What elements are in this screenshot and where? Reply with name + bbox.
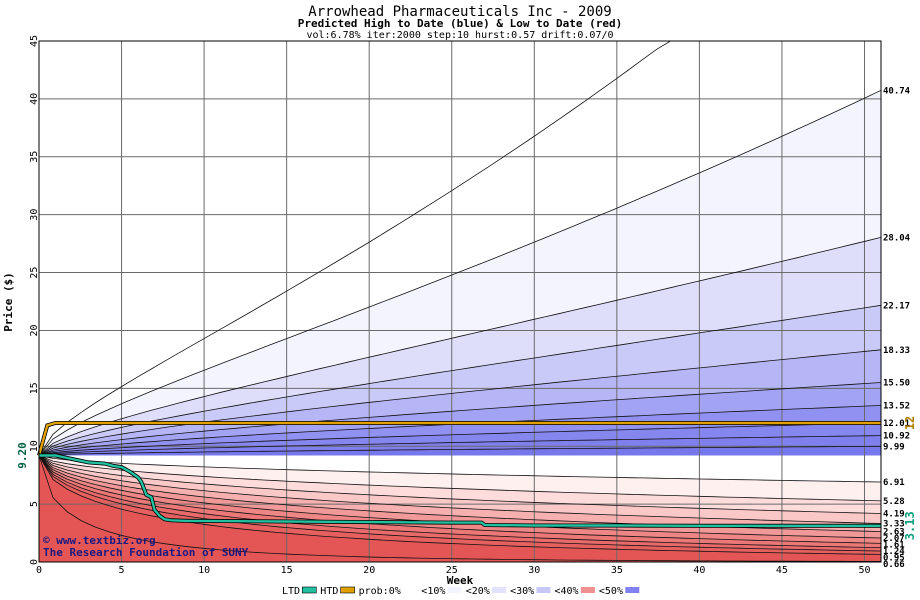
- level-label-18.33: 18.33: [883, 346, 910, 356]
- chart-subtitle: Predicted High to Date (blue) & Low to D…: [298, 17, 623, 30]
- watermark-line-1: © www.textbiz.org: [43, 534, 156, 547]
- legend-label-5: <30%: [510, 586, 534, 597]
- chart-params: vol:6.78% iter:2000 step:10 hurst:0.57 d…: [306, 30, 613, 41]
- level-line-12.01: [38, 422, 882, 456]
- level-line-4.19: [38, 455, 882, 514]
- level-line-28.04: [38, 237, 882, 456]
- legend-swatch-4: [492, 587, 507, 593]
- legend-label-4: <20%: [466, 586, 490, 597]
- x-tick-45: 45: [776, 565, 788, 576]
- level-line-0.95: [38, 455, 882, 552]
- legend-swatch-2: [403, 587, 418, 593]
- grid: [38, 40, 881, 563]
- y-tick-10: 10: [29, 440, 40, 452]
- legend-swatch-5: [536, 587, 551, 593]
- legend-label-0: LTD: [282, 586, 300, 597]
- level-label-6.91: 6.91: [883, 478, 905, 488]
- legend: LTD HTD prob:0% <10% <20% <30% <40% <50%: [282, 586, 640, 597]
- level-line-22.17: [38, 304, 882, 456]
- level-label-15.50: 15.50: [883, 379, 910, 389]
- level-label-5.28: 5.28: [883, 497, 905, 507]
- y-tick-40: 40: [29, 93, 40, 105]
- level-line-1.24: [38, 455, 882, 548]
- y-axis-label: Price ($): [2, 272, 15, 332]
- ltd-last-label: 3.13: [903, 511, 917, 540]
- level-label-4.19: 4.19: [883, 510, 905, 520]
- level-line-10.92: [38, 435, 882, 456]
- htd-line: [37, 421, 881, 456]
- x-tick-25: 25: [446, 565, 458, 576]
- band-high-9.99: [39, 446, 881, 456]
- level-label-28.04: 28.04: [883, 233, 911, 243]
- level-label-2.63: 2.63: [883, 528, 905, 538]
- legend-swatch-3: [447, 587, 462, 593]
- level-line-40.74: [38, 89, 882, 456]
- legend-label-6: <40%: [555, 586, 579, 597]
- level-label-10.92: 10.92: [883, 432, 910, 442]
- level-label-40.74: 40.74: [883, 86, 911, 96]
- level-label-1.61: 1.61: [883, 541, 905, 551]
- plot-frame: [38, 40, 882, 563]
- watermark: © www.textbiz.org The Research Foundatio…: [43, 534, 249, 559]
- y-tick-15: 15: [29, 382, 40, 394]
- y-tick-45: 45: [29, 35, 40, 47]
- ltd-line: [39, 454, 881, 527]
- chart-title: Arrowhead Pharmaceuticals Inc - 2009: [308, 4, 611, 20]
- x-tick-20: 20: [363, 565, 375, 576]
- level-label-1.24: 1.24: [883, 547, 905, 557]
- y-tick-5: 5: [29, 501, 40, 507]
- x-tick-5: 5: [119, 565, 125, 576]
- x-tick-50: 50: [858, 565, 870, 576]
- legend-swatch-0: [301, 586, 317, 594]
- level-label-13.52: 13.52: [883, 402, 910, 412]
- y-tick-0: 0: [29, 559, 40, 565]
- level-label-22.17: 22.17: [883, 301, 910, 311]
- x-tick-40: 40: [693, 565, 705, 576]
- legend-swatch-1: [340, 586, 355, 594]
- level-label-12.01: 12.01: [883, 419, 910, 429]
- level-label-0.66: 0.66: [883, 560, 905, 570]
- y-tick-30: 30: [29, 209, 40, 221]
- level-line-3.33: [38, 455, 882, 524]
- level-label-0.95: 0.95: [883, 554, 905, 564]
- level-line-9.99: [38, 445, 882, 456]
- y-tick-35: 35: [29, 151, 40, 163]
- band-high-outer: [39, 41, 881, 456]
- level-label-2.07: 2.07: [883, 534, 905, 544]
- level-line-6.91: [38, 455, 882, 483]
- legend-swatch-7: [625, 587, 640, 593]
- level-line-5.28: [38, 455, 882, 502]
- y-tick-20: 20: [29, 324, 40, 336]
- legend-label-7: <50%: [599, 586, 623, 597]
- level-line-18.33: [38, 349, 882, 456]
- plot-area: 40.74 28.04 22.17 18.33 15.50 13.52 12.01 10.92…: [16, 35, 917, 576]
- legend-label-3: <10%: [421, 586, 445, 597]
- level-label-9.99: 9.99: [883, 442, 905, 452]
- x-tick-30: 30: [528, 565, 540, 576]
- x-tick-35: 35: [611, 565, 623, 576]
- watermark-line-2: The Research Foundation of SUNY: [43, 546, 249, 559]
- legend-label-1: HTD: [320, 586, 338, 597]
- x-tick-10: 10: [198, 565, 210, 576]
- legend-label-2: prob:0%: [359, 586, 401, 597]
- band-low-0.66: [39, 455, 881, 562]
- y-tick-25: 25: [29, 267, 40, 279]
- htd-last-label: 12: [903, 416, 917, 430]
- level-line-outer-low: [38, 455, 881, 562]
- x-tick-0: 0: [36, 565, 42, 576]
- x-axis-label: Week: [447, 574, 474, 587]
- start-price-label: 9.20: [16, 442, 29, 469]
- level-line-1.61: [38, 455, 882, 544]
- level-line-15.50: [38, 382, 882, 456]
- x-tick-15: 15: [281, 565, 293, 576]
- level-label-3.33: 3.33: [883, 519, 905, 529]
- legend-swatch-6: [580, 587, 595, 593]
